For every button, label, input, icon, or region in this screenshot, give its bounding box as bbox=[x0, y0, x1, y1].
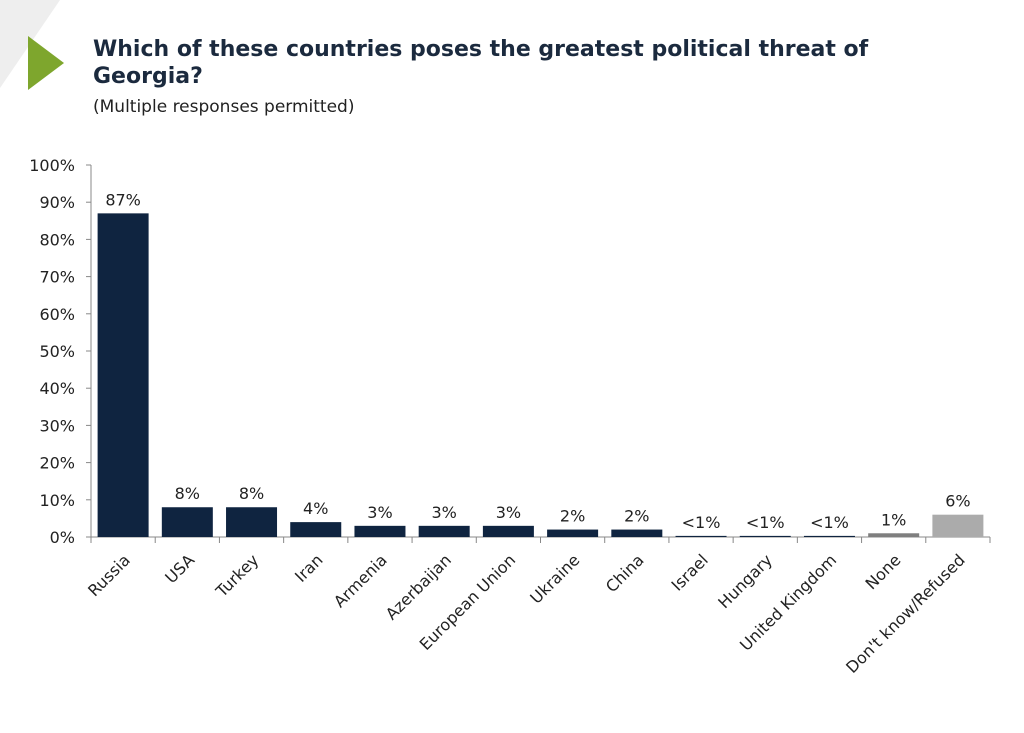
data-label: 8% bbox=[175, 484, 200, 503]
data-label: 3% bbox=[496, 503, 521, 522]
bar bbox=[418, 525, 470, 537]
bar bbox=[868, 533, 920, 537]
bar bbox=[932, 514, 984, 537]
y-tick-label: 10% bbox=[39, 491, 75, 510]
chart-title: Which of these countries poses the great… bbox=[93, 37, 869, 89]
y-tick-label: 30% bbox=[39, 416, 75, 435]
y-tick-label: 90% bbox=[39, 193, 75, 212]
category-label: Hungary bbox=[714, 550, 776, 612]
category-label: Ukraine bbox=[526, 550, 583, 607]
bar bbox=[611, 529, 663, 537]
chart-subtitle: (Multiple responses permitted) bbox=[93, 97, 355, 117]
play-arrow-icon bbox=[28, 36, 64, 90]
data-label: 4% bbox=[303, 499, 328, 518]
category-label: Turkey bbox=[211, 550, 262, 601]
bar bbox=[161, 507, 213, 537]
bar bbox=[226, 507, 278, 537]
data-label: 2% bbox=[624, 507, 649, 526]
data-label: 3% bbox=[367, 503, 392, 522]
category-label: Don't know/Refused bbox=[842, 550, 969, 677]
data-label: <1% bbox=[682, 513, 721, 532]
data-label: 3% bbox=[431, 503, 456, 522]
category-label: China bbox=[602, 550, 648, 596]
data-label: 87% bbox=[105, 190, 141, 209]
category-label: None bbox=[862, 550, 905, 593]
bar bbox=[547, 529, 599, 537]
bar bbox=[739, 535, 791, 537]
data-label: <1% bbox=[810, 513, 849, 532]
y-tick-label: 100% bbox=[29, 156, 75, 175]
y-tick-label: 60% bbox=[39, 305, 75, 324]
category-label: Armenia bbox=[330, 550, 391, 611]
bar bbox=[290, 522, 342, 537]
y-tick-label: 0% bbox=[50, 528, 75, 547]
category-label: Russia bbox=[84, 550, 134, 600]
y-tick-label: 20% bbox=[39, 454, 75, 473]
data-label: 8% bbox=[239, 484, 264, 503]
bar bbox=[803, 535, 855, 537]
bar bbox=[354, 525, 406, 537]
data-label: 2% bbox=[560, 507, 585, 526]
category-label: Iran bbox=[291, 550, 327, 586]
bar bbox=[482, 525, 534, 537]
y-tick-label: 40% bbox=[39, 379, 75, 398]
y-tick-label: 80% bbox=[39, 230, 75, 249]
bar bbox=[97, 213, 149, 538]
bar bbox=[675, 535, 727, 537]
category-label: Israel bbox=[668, 550, 712, 594]
data-label: 1% bbox=[881, 510, 906, 529]
data-label: <1% bbox=[746, 513, 785, 532]
y-tick-label: 70% bbox=[39, 268, 75, 287]
y-tick-label: 50% bbox=[39, 342, 75, 361]
category-label: USA bbox=[161, 550, 198, 587]
data-label: 6% bbox=[945, 492, 970, 511]
